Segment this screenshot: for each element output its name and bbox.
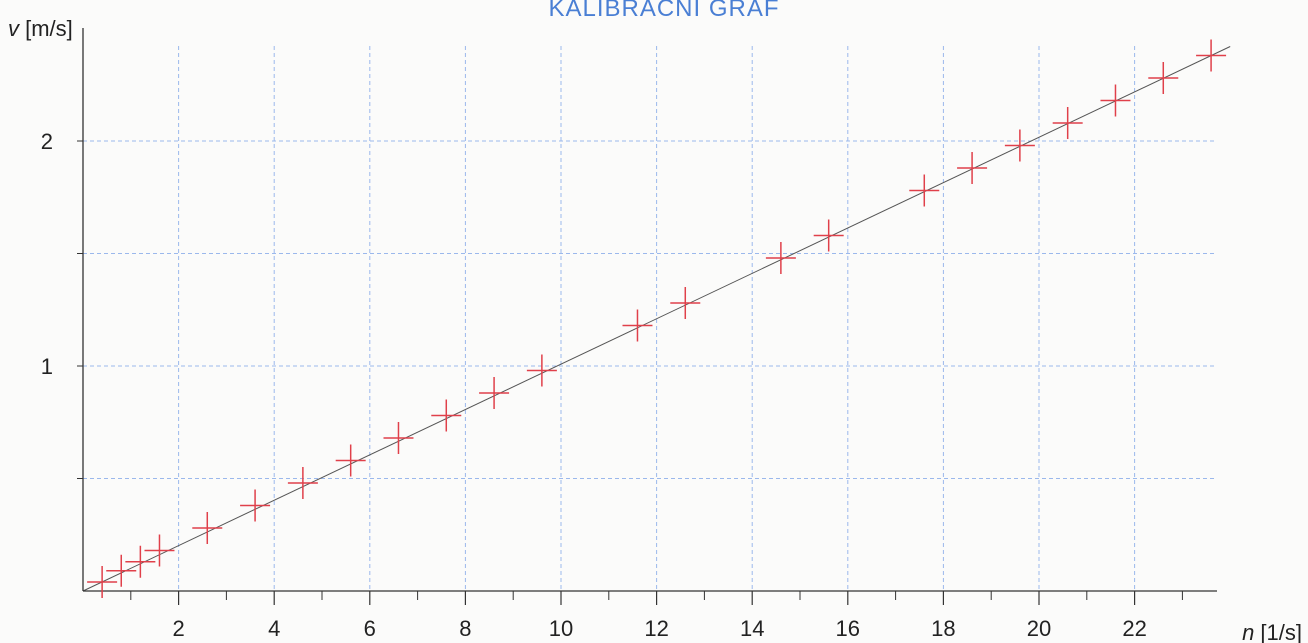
x-tick-label: 14 [740,616,764,641]
x-axis-unit: [1/s] [1254,620,1302,643]
data-point [479,377,510,409]
fit-line [82,46,1231,592]
y-axis-unit: [m/s] [19,16,73,41]
data-point [1052,107,1083,139]
data-point [1148,62,1179,94]
data-point [335,444,366,477]
data-point [144,534,175,567]
data-points [87,39,1227,598]
data-point [125,545,156,578]
data-point [192,512,223,544]
x-tick-label: 2 [172,616,184,641]
data-point [1100,84,1131,117]
x-tick-label: 20 [1027,616,1051,641]
fit-line-group [82,46,1231,592]
x-tick-label: 4 [268,616,280,641]
data-point [813,219,844,252]
data-point [431,399,462,432]
x-tick-label: 10 [549,616,573,641]
x-tick-label: 16 [836,616,860,641]
data-point [526,354,557,387]
data-point [106,554,137,587]
data-point [909,174,940,207]
x-tick-label: 18 [931,616,955,641]
x-tick-label: 8 [459,616,471,641]
y-tick-label: 1 [41,354,53,379]
x-axis-label: n [1/s] [1242,620,1302,643]
data-point [87,566,118,598]
x-tick-label: 12 [644,616,668,641]
y-tick-label: 2 [41,129,53,154]
x-tick-label: 22 [1122,616,1146,641]
y-axis-label: v [m/s] [8,16,73,41]
data-point [670,287,701,319]
x-tick-label: 6 [364,616,376,641]
y-axis-variable: v [8,16,21,41]
data-point [240,489,271,522]
data-point [622,309,653,342]
data-point [957,152,988,184]
data-point [383,422,414,454]
x-axis-variable: n [1242,620,1254,643]
grid [83,46,1217,591]
chart-title: KALIBRAČNÍ GRAF [548,0,779,22]
data-point [1004,129,1035,162]
data-point [287,467,318,499]
axes [77,28,1217,605]
data-point [1196,39,1227,72]
data-point [765,242,796,274]
